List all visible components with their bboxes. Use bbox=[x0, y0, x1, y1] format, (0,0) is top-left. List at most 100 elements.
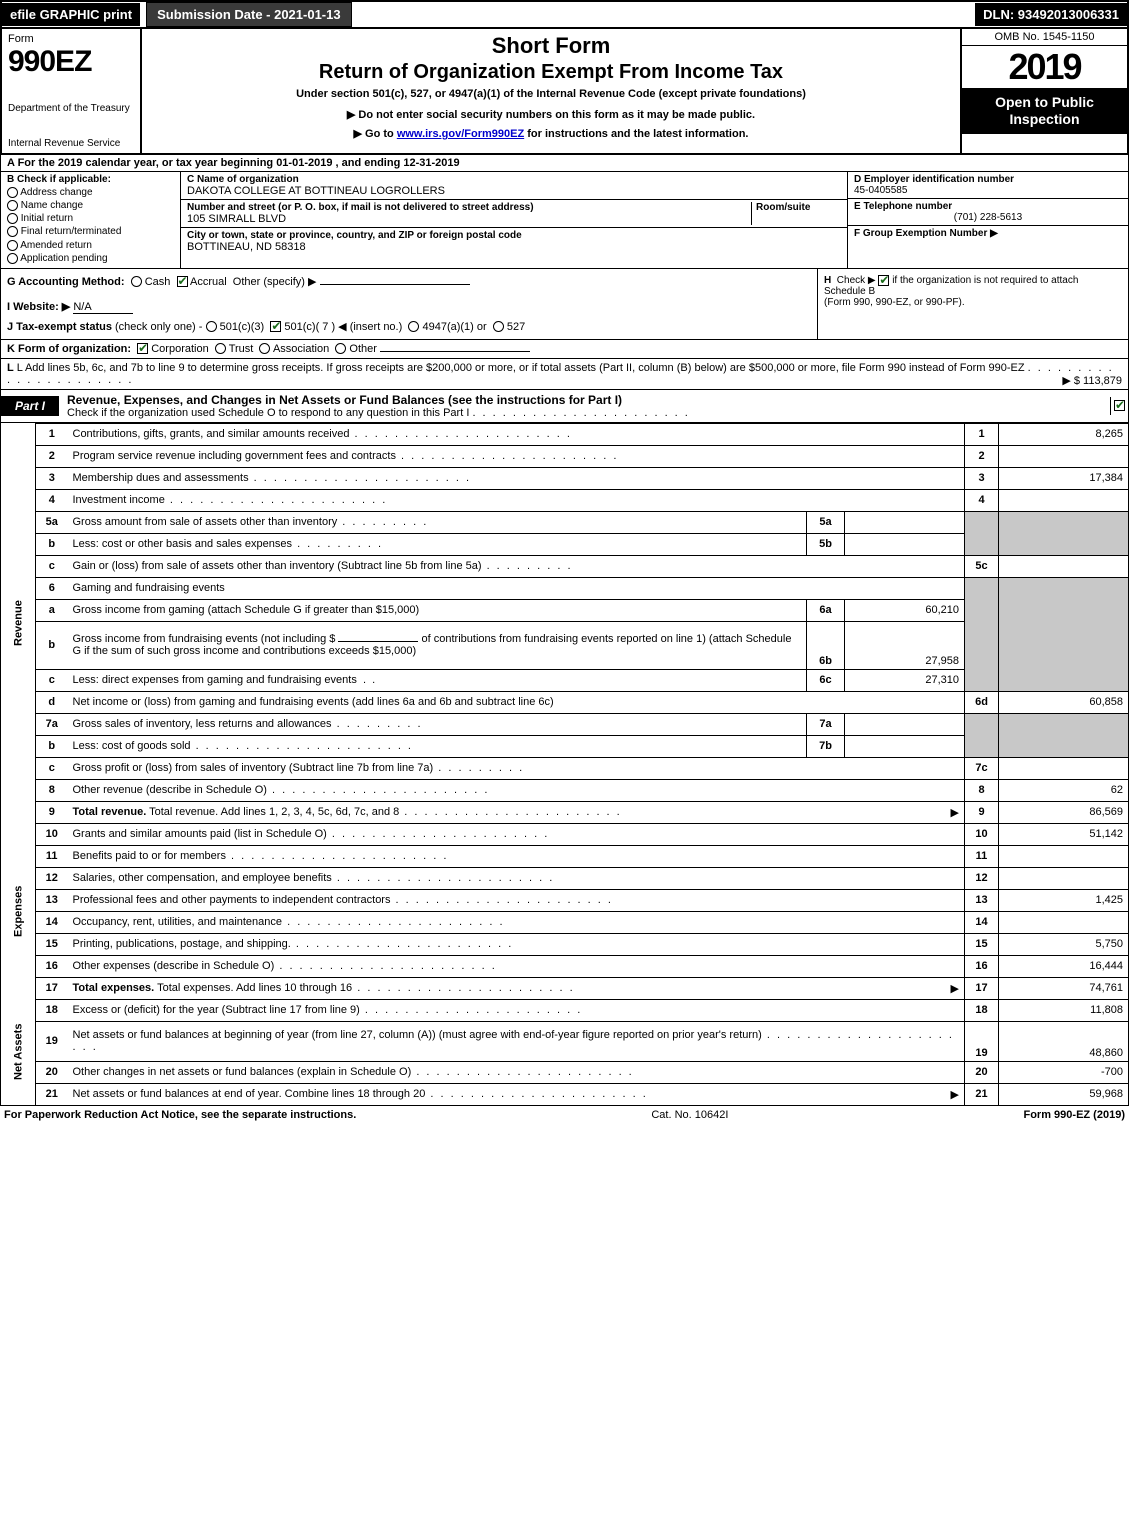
num-18: 18 bbox=[965, 999, 999, 1021]
sub-7a: 7a bbox=[807, 713, 845, 735]
cash-label: Cash bbox=[145, 276, 171, 288]
desc-2: Program service revenue including govern… bbox=[68, 445, 965, 467]
num-5c: 5c bbox=[965, 555, 999, 577]
j-501c3: 501(c)(3) bbox=[220, 321, 265, 333]
num-7c: 7c bbox=[965, 757, 999, 779]
radio-cash[interactable] bbox=[131, 276, 142, 287]
ln-10: 10 bbox=[36, 823, 68, 845]
ln-17: 17 bbox=[36, 977, 68, 999]
desc-12: Salaries, other compensation, and employ… bbox=[68, 867, 965, 889]
ln-6c: c bbox=[36, 669, 68, 691]
check-accrual[interactable] bbox=[177, 276, 188, 287]
ln-6a: a bbox=[36, 599, 68, 621]
contrib-amount-field[interactable] bbox=[338, 641, 418, 642]
num-6d: 6d bbox=[965, 691, 999, 713]
table-row: 5a Gross amount from sale of assets othe… bbox=[1, 511, 1129, 533]
table-row: Net Assets 18 Excess or (deficit) for th… bbox=[1, 999, 1129, 1021]
num-14: 14 bbox=[965, 911, 999, 933]
desc-17: Total expenses. Total expenses. Add line… bbox=[68, 977, 965, 999]
header-center: Short Form Return of Organization Exempt… bbox=[142, 29, 962, 153]
desc-16: Other expenses (describe in Schedule O) bbox=[68, 955, 965, 977]
table-row: 7a Gross sales of inventory, less return… bbox=[1, 713, 1129, 735]
num-17: 17 bbox=[965, 977, 999, 999]
desc-19: Net assets or fund balances at beginning… bbox=[68, 1021, 965, 1061]
website-field[interactable]: N/A bbox=[73, 301, 133, 314]
num-10: 10 bbox=[965, 823, 999, 845]
tax-year: 2019 bbox=[962, 46, 1127, 88]
return-title: Return of Organization Exempt From Incom… bbox=[150, 61, 952, 84]
k-other: Other bbox=[349, 343, 377, 355]
ln-18: 18 bbox=[36, 999, 68, 1021]
val-11 bbox=[999, 845, 1129, 867]
val-5c bbox=[999, 555, 1129, 577]
ln-20: 20 bbox=[36, 1061, 68, 1083]
radio-4947[interactable] bbox=[408, 321, 419, 332]
table-row: 9 Total revenue. Total revenue. Add line… bbox=[1, 801, 1129, 823]
sval-6b: 27,958 bbox=[845, 621, 965, 669]
chk-initial-return[interactable]: Initial return bbox=[7, 213, 174, 224]
h-check-text: Check ▶ bbox=[837, 275, 876, 286]
irs-link[interactable]: www.irs.gov/Form990EZ bbox=[397, 128, 524, 140]
efile-print-label[interactable]: efile GRAPHIC print bbox=[2, 3, 140, 26]
table-row: 17 Total expenses. Total expenses. Add l… bbox=[1, 977, 1129, 999]
table-row: 15 Printing, publications, postage, and … bbox=[1, 933, 1129, 955]
ln-9: 9 bbox=[36, 801, 68, 823]
table-row: d Net income or (loss) from gaming and f… bbox=[1, 691, 1129, 713]
part-1-checkbox[interactable] bbox=[1110, 397, 1128, 415]
num-13: 13 bbox=[965, 889, 999, 911]
submission-date-button[interactable]: Submission Date - 2021-01-13 bbox=[146, 2, 352, 27]
desc-9: Total revenue. Total revenue. Add lines … bbox=[68, 801, 965, 823]
goto-post: for instructions and the latest informat… bbox=[527, 128, 748, 140]
val-18: 11,808 bbox=[999, 999, 1129, 1021]
desc-6d: Net income or (loss) from gaming and fun… bbox=[68, 691, 965, 713]
goto-note: ▶ Go to www.irs.gov/Form990EZ for instru… bbox=[150, 127, 952, 140]
desc-10: Grants and similar amounts paid (list in… bbox=[68, 823, 965, 845]
box-b-label: B Check if applicable: bbox=[7, 174, 174, 185]
chk-name-change[interactable]: Name change bbox=[7, 200, 174, 211]
radio-501c3[interactable] bbox=[206, 321, 217, 332]
phone-row: E Telephone number (701) 228-5613 bbox=[848, 199, 1128, 226]
radio-assoc[interactable] bbox=[259, 343, 270, 354]
radio-trust[interactable] bbox=[215, 343, 226, 354]
grey-7ab bbox=[965, 713, 999, 757]
radio-527[interactable] bbox=[493, 321, 504, 332]
page-footer: For Paperwork Reduction Act Notice, see … bbox=[0, 1106, 1129, 1124]
sval-5a bbox=[845, 511, 965, 533]
check-501c[interactable] bbox=[270, 321, 281, 332]
desc-4: Investment income bbox=[68, 489, 965, 511]
other-specify-field[interactable] bbox=[320, 284, 470, 285]
j-4947: 4947(a)(1) or bbox=[422, 321, 486, 333]
part-1-header: Part I Revenue, Expenses, and Changes in… bbox=[0, 390, 1129, 423]
num-9: 9 bbox=[965, 801, 999, 823]
phone-val: (701) 228-5613 bbox=[854, 212, 1122, 223]
desc-18: Excess or (deficit) for the year (Subtra… bbox=[68, 999, 965, 1021]
chk-address-change[interactable]: Address change bbox=[7, 187, 174, 198]
omb-number: OMB No. 1545-1150 bbox=[962, 29, 1127, 46]
open-to-public: Open to Public Inspection bbox=[962, 88, 1127, 134]
ln-12: 12 bbox=[36, 867, 68, 889]
chk-final-return-label: Final return/terminated bbox=[21, 227, 122, 238]
desc-1: Contributions, gifts, grants, and simila… bbox=[68, 423, 965, 445]
check-corp[interactable] bbox=[137, 343, 148, 354]
val-12 bbox=[999, 867, 1129, 889]
desc-7a: Gross sales of inventory, less returns a… bbox=[68, 713, 807, 735]
sub-5a: 5a bbox=[807, 511, 845, 533]
desc-13: Professional fees and other payments to … bbox=[68, 889, 965, 911]
chk-amended-return-label: Amended return bbox=[20, 240, 92, 251]
chk-final-return[interactable]: Final return/terminated bbox=[7, 226, 174, 237]
radio-other-org[interactable] bbox=[335, 343, 346, 354]
table-row: 14 Occupancy, rent, utilities, and maint… bbox=[1, 911, 1129, 933]
org-name: DAKOTA COLLEGE AT BOTTINEAU LOGROLLERS bbox=[187, 185, 445, 197]
val-21: 59,968 bbox=[999, 1083, 1129, 1105]
table-row: 11 Benefits paid to or for members 11 bbox=[1, 845, 1129, 867]
sval-6a: 60,210 bbox=[845, 599, 965, 621]
footer-center: Cat. No. 10642I bbox=[651, 1109, 728, 1121]
room-lbl: Room/suite bbox=[756, 202, 810, 213]
accrual-label: Accrual bbox=[190, 276, 227, 288]
chk-application-pending[interactable]: Application pending bbox=[7, 253, 174, 264]
chk-initial-return-label: Initial return bbox=[21, 213, 73, 224]
k-other-field[interactable] bbox=[380, 351, 530, 352]
chk-amended-return[interactable]: Amended return bbox=[7, 240, 174, 251]
l-txt: L Add lines 5b, 6c, and 7b to line 9 to … bbox=[17, 362, 1025, 374]
check-schedule-b[interactable] bbox=[878, 275, 889, 286]
